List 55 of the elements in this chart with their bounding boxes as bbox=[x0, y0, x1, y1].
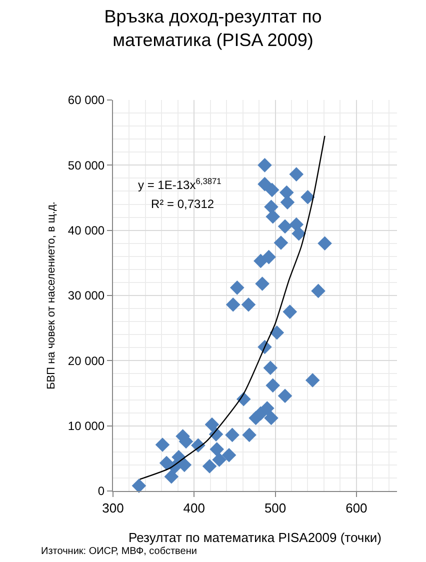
point bbox=[262, 250, 276, 264]
point bbox=[242, 428, 256, 442]
point bbox=[212, 452, 226, 467]
point bbox=[289, 167, 304, 182]
y-tick-label: 0 bbox=[98, 484, 105, 498]
point bbox=[164, 470, 179, 484]
x-tick-label: 500 bbox=[264, 500, 286, 516]
point bbox=[300, 190, 315, 204]
point bbox=[278, 219, 292, 234]
y-tick-label: 50 000 bbox=[68, 158, 105, 172]
y-tick-label: 40 000 bbox=[68, 224, 105, 238]
annotation: R² = 0,7312 bbox=[151, 197, 214, 211]
point bbox=[270, 326, 284, 340]
y-tick-label: 10 000 bbox=[68, 419, 105, 434]
point bbox=[263, 360, 278, 375]
point bbox=[264, 410, 278, 426]
point bbox=[305, 373, 320, 388]
point bbox=[255, 276, 270, 291]
point bbox=[177, 458, 192, 472]
point bbox=[264, 182, 280, 198]
point bbox=[155, 438, 170, 452]
point bbox=[266, 378, 280, 393]
point bbox=[204, 417, 220, 432]
point bbox=[266, 210, 280, 224]
point bbox=[311, 284, 326, 298]
y-axis-title: БВП на човек от населението, в щ.д. bbox=[46, 202, 58, 390]
point bbox=[210, 442, 224, 456]
y-tick-label: 60 000 bbox=[68, 93, 105, 108]
point bbox=[258, 158, 272, 172]
point bbox=[264, 200, 278, 214]
x-tick-label: 300 bbox=[102, 500, 124, 516]
x-tick-label: 600 bbox=[346, 500, 368, 516]
y-tick-label: 20 000 bbox=[68, 354, 105, 368]
point bbox=[292, 226, 306, 241]
point bbox=[280, 185, 294, 200]
chart-title: Връзка доход-резултат по математика (PISA 2009) bbox=[104, 6, 322, 50]
point bbox=[318, 236, 332, 251]
y-tick-label: 30 000 bbox=[68, 288, 105, 303]
point bbox=[226, 297, 240, 312]
point bbox=[202, 459, 217, 474]
point bbox=[289, 217, 304, 232]
point bbox=[280, 195, 295, 210]
annotation: y = 1E-13x$^{6,3871}$ bbox=[138, 176, 222, 192]
point bbox=[230, 280, 244, 295]
point bbox=[225, 428, 240, 442]
point bbox=[260, 401, 274, 416]
x-tick-label: 400 bbox=[183, 500, 205, 516]
x-axis-title: Резултат по математика PISA2009 (точки) bbox=[128, 530, 382, 546]
point bbox=[278, 388, 292, 404]
point bbox=[241, 297, 256, 312]
point bbox=[222, 448, 236, 462]
point bbox=[282, 304, 298, 319]
point bbox=[274, 236, 288, 250]
point bbox=[132, 478, 146, 493]
text: Източник: ОИСР, МВФ, собствени bbox=[41, 546, 197, 557]
